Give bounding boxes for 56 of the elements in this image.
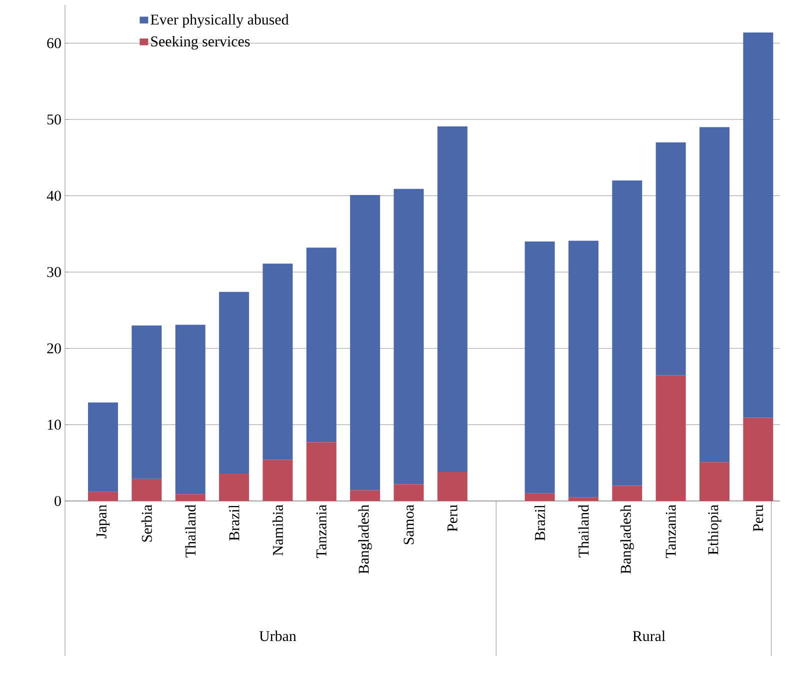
bar xyxy=(656,375,686,501)
bar xyxy=(743,418,774,501)
x-tick-label: Thailand xyxy=(578,504,589,558)
bar xyxy=(306,248,336,442)
legend-label: Seeking services xyxy=(151,36,250,50)
bar xyxy=(350,194,380,490)
bar xyxy=(743,32,774,418)
y-tick-label: 10 xyxy=(48,420,61,430)
y-tick-label: 30 xyxy=(47,267,61,278)
bar xyxy=(612,180,642,486)
bar xyxy=(175,494,206,501)
x-tick-label: Tanzania xyxy=(316,504,326,558)
y-tick-label: 60 xyxy=(47,38,61,48)
text: Rural xyxy=(632,630,666,642)
x-tick-label: Brazil xyxy=(228,504,240,541)
bar xyxy=(699,127,730,462)
x-tick-label: Thailand xyxy=(185,504,196,558)
bar xyxy=(175,324,206,494)
x-tick-label: Bangladesh xyxy=(358,504,372,574)
bar xyxy=(219,292,250,474)
x-tick-label: Peru xyxy=(753,504,764,532)
bar xyxy=(88,402,118,492)
legend-label: Ever physically abused xyxy=(150,14,289,28)
y-tick-label: 20 xyxy=(47,343,61,354)
bar xyxy=(437,126,468,472)
text: Urban xyxy=(259,630,296,642)
x-tick-label: Serbia xyxy=(141,504,152,542)
y-tick-label: 50 xyxy=(47,114,61,124)
x-tick-label: Tanzania xyxy=(666,504,676,558)
bar xyxy=(88,492,118,501)
bar xyxy=(262,264,293,460)
bar xyxy=(394,188,424,484)
bar xyxy=(132,478,162,501)
bar xyxy=(219,474,250,501)
bar xyxy=(437,472,468,501)
bar xyxy=(132,325,162,479)
bar xyxy=(612,486,642,501)
x-tick-label: Brazil xyxy=(534,504,546,541)
bar xyxy=(350,490,380,501)
x-tick-label: Samoa xyxy=(404,504,414,544)
x-tick-label: Japan xyxy=(96,504,110,538)
bar xyxy=(524,493,555,501)
bar xyxy=(262,460,293,501)
bar xyxy=(656,142,686,376)
bar xyxy=(568,240,598,498)
x-tick-label: Ethiopia xyxy=(708,504,722,555)
x-tick-label: Peru xyxy=(447,504,458,532)
y-tick-label: 40 xyxy=(46,190,61,201)
bar xyxy=(394,484,424,501)
bar xyxy=(568,497,598,501)
bar xyxy=(524,242,555,494)
x-tick-label: Bangladesh xyxy=(620,504,634,574)
bar xyxy=(699,462,730,501)
y-tick-label: 0 xyxy=(54,496,61,506)
bar xyxy=(306,442,336,501)
x-tick-label: Namibia xyxy=(272,504,283,556)
